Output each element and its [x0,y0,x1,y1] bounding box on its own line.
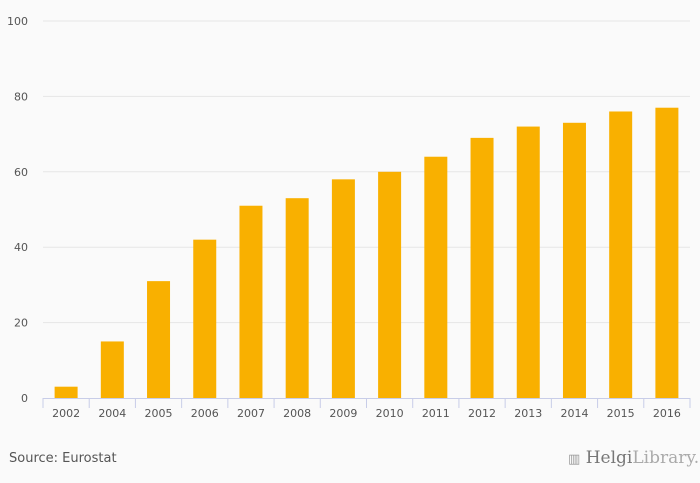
bar-2008 [285,198,309,398]
x-tick-label: 2016 [653,407,681,420]
x-tick-label: 2015 [607,407,635,420]
logo-text-1: Helgi [585,448,633,468]
bar-2012 [470,137,494,398]
y-tick-label: 40 [14,241,28,254]
x-tick-label: 2013 [514,407,542,420]
x-tick-label: 2007 [237,407,265,420]
helgi-library-logo: ▥ HelgiLibrary. [568,448,699,468]
bar-2011 [424,156,448,398]
x-tick-label: 2004 [98,407,126,420]
x-tick-label: 2012 [468,407,496,420]
library-icon: ▥ [568,452,581,467]
bar-2007 [239,205,263,398]
bar-2010 [378,171,402,398]
bar-2016 [655,107,679,399]
bar-2006 [193,239,217,398]
x-tick-label: 2010 [376,407,404,420]
bar-2013 [516,126,540,398]
x-tick-label: 2005 [145,407,173,420]
y-tick-label: 100 [7,15,28,28]
bar-2014 [562,122,586,398]
y-tick-label: 20 [14,317,28,330]
bar-2009 [331,179,355,398]
y-tick-label: 60 [14,166,28,179]
bar-2005 [147,281,171,398]
y-tick-label: 80 [14,90,28,103]
x-tick-label: 2014 [560,407,588,420]
source-note: Source: Eurostat [9,451,117,466]
bar-2004 [100,341,124,398]
bar-chart: 0 20 40 60 80 100 2002 2004 2005 2006 2007 2008 2009… [7,15,691,420]
x-tick-label: 2006 [191,407,219,420]
y-tick-label: 0 [21,392,28,405]
x-tick-label: 2009 [329,407,357,420]
x-tick-label: 2008 [283,407,311,420]
bar-2002 [54,386,78,398]
x-tick-label: 2011 [422,407,450,420]
x-tick-label: 2002 [52,407,80,420]
logo-text-2: Library. [632,448,700,468]
bar-2015 [609,111,633,398]
